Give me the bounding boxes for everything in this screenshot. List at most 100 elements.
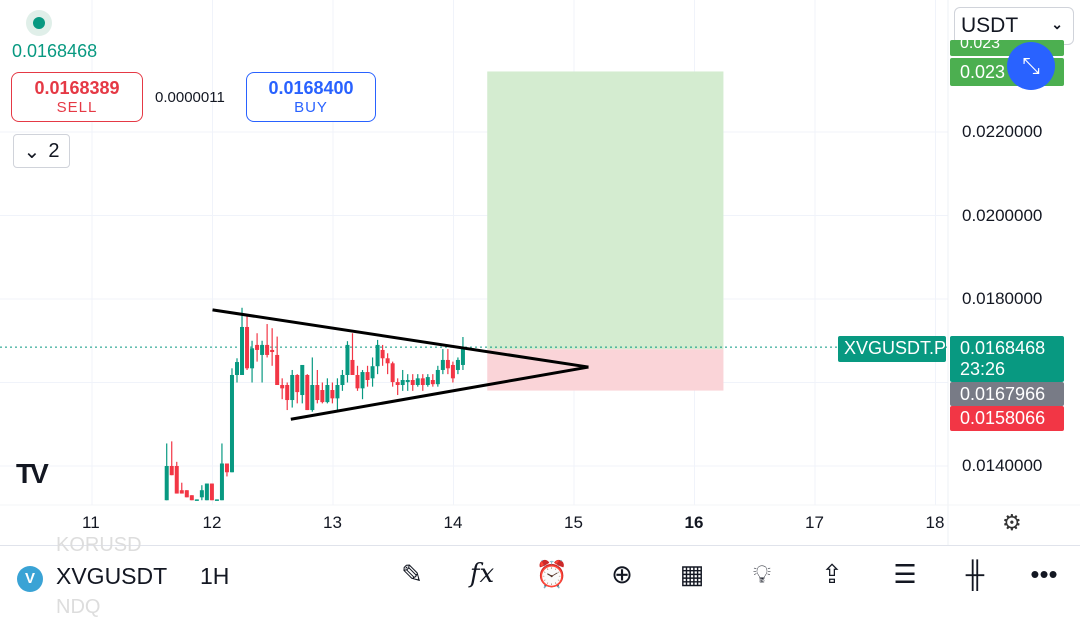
candle-body — [430, 379, 435, 385]
candle-body — [275, 354, 280, 386]
symbol-logo-icon: V — [17, 566, 43, 592]
candle-body — [179, 490, 184, 494]
time-tick: 11 — [82, 513, 100, 532]
time-tick: 16 — [684, 513, 704, 532]
candle-body — [199, 490, 204, 498]
candle-body — [395, 382, 400, 386]
sell-price: 0.0168389 — [34, 78, 120, 98]
candle-body — [270, 349, 275, 353]
price-tick: 0.0220000 — [962, 122, 1043, 141]
candle-body — [209, 483, 214, 501]
sell-label: SELL — [56, 99, 98, 116]
indicators-count: 2 — [48, 139, 60, 162]
candle-body — [400, 379, 405, 386]
candle-body — [295, 374, 300, 393]
bottom-toolbar: KORUSD NDQ V XVGUSDT 1H ✎ fx ⏰ ⊕ ▦ 💡︎ ⇪ … — [0, 534, 1080, 618]
chart-type-icon[interactable]: ╫ — [965, 559, 985, 589]
candle-body — [410, 379, 415, 386]
tradingview-logo: TV — [16, 458, 49, 489]
candle-body — [415, 378, 420, 386]
ideas-icon[interactable]: 💡︎ — [752, 559, 772, 589]
candle-body — [300, 364, 305, 396]
last-price-value: 0.0168468 — [960, 338, 1046, 358]
market-open-indicator — [26, 10, 52, 36]
chart-settings-icon[interactable]: ⚙ — [1002, 510, 1022, 535]
candle-body — [425, 377, 430, 386]
currency-select[interactable]: USDT ⌄ — [954, 7, 1074, 45]
profit-zone — [487, 71, 724, 350]
candle-body — [460, 347, 465, 365]
buy-label: BUY — [294, 99, 328, 116]
timeframe-selector[interactable]: 1H — [200, 563, 230, 589]
sell-button[interactable]: 0.0168389 SELL — [11, 72, 143, 122]
add-icon[interactable]: ⊕ — [611, 559, 633, 589]
candle-body — [219, 463, 224, 501]
candle-body — [455, 359, 460, 370]
price-tick: 0.0180000 — [962, 289, 1043, 308]
candle-body — [380, 349, 385, 359]
candle-body — [250, 348, 255, 369]
last-price: 0.0168468 — [12, 41, 98, 61]
candle-body — [240, 326, 245, 375]
candle-body — [169, 466, 174, 476]
time-tick: 18 — [925, 513, 945, 532]
layouts-icon[interactable]: ▦ — [679, 559, 705, 589]
candle-body — [235, 362, 240, 375]
candle-body — [174, 466, 179, 494]
candle-body — [390, 363, 395, 383]
symbol-selector[interactable]: XVGUSDT — [56, 563, 168, 589]
entry-label: 0.0167966 — [950, 382, 1064, 406]
candle-body — [204, 483, 209, 501]
indicators-toggle[interactable]: ⌄ 2 — [13, 134, 70, 168]
candle-body — [320, 390, 325, 403]
bar-countdown: 23:26 — [960, 359, 1006, 379]
collapse-icon[interactable]: ⤡ — [1007, 42, 1055, 90]
trendline — [290, 365, 589, 421]
price-chart[interactable] — [0, 0, 1080, 545]
candle-body — [450, 364, 455, 379]
indicators-icon[interactable]: fx — [469, 559, 495, 589]
candle-body — [420, 378, 425, 386]
alert-icon[interactable]: ⏰ — [535, 559, 569, 589]
candle-body — [229, 374, 234, 473]
candle-body — [245, 326, 250, 369]
candle-body — [189, 495, 194, 501]
share-icon[interactable]: ⇪ — [821, 559, 843, 589]
candle-body — [214, 499, 219, 501]
candle-body — [164, 466, 169, 501]
currency-value: USDT — [961, 14, 1019, 37]
candle-body — [310, 385, 315, 411]
notes-icon[interactable]: ☰ — [893, 559, 917, 589]
more-icon[interactable]: ••• — [1030, 559, 1058, 589]
time-tick: 13 — [323, 513, 342, 532]
candle-body — [370, 366, 375, 379]
candle-body — [335, 385, 340, 399]
candle-body — [405, 379, 410, 383]
chevron-down-icon: ⌄ — [1051, 16, 1063, 32]
candle-body — [355, 374, 360, 389]
buy-price: 0.0168400 — [268, 78, 354, 98]
time-tick: 15 — [564, 513, 583, 532]
time-tick: 14 — [443, 513, 463, 532]
candle-body — [194, 499, 199, 501]
draw-icon[interactable]: ✎ — [401, 559, 423, 589]
candle-body — [385, 358, 390, 364]
candle-body — [184, 490, 189, 498]
candle-body — [435, 369, 440, 385]
candle-body — [445, 359, 450, 369]
buy-button[interactable]: 0.0168400 BUY — [246, 72, 376, 122]
candle-body — [440, 359, 445, 370]
candle-body — [375, 344, 380, 367]
loss-zone — [487, 349, 724, 391]
candle-body — [265, 344, 270, 355]
last-price-label: 0.0168468 23:26 — [950, 336, 1064, 382]
candle-body — [290, 374, 295, 401]
candle-body — [325, 385, 330, 403]
candle-body — [280, 385, 285, 389]
trendline — [212, 308, 589, 369]
spread: 0.0000011 — [155, 89, 225, 106]
candle-body — [350, 359, 355, 375]
candle-body — [330, 390, 335, 399]
time-tick: 17 — [805, 513, 824, 532]
price-tick: 0.0140000 — [962, 456, 1043, 475]
